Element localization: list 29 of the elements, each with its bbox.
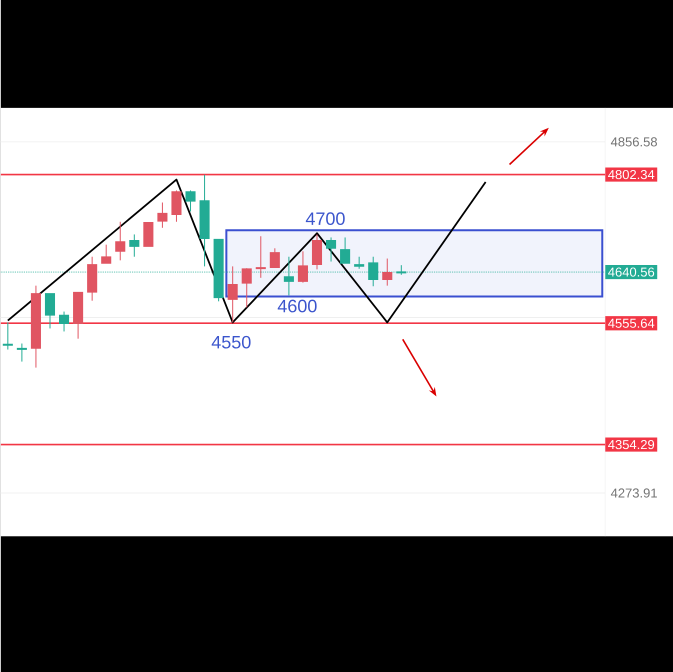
candlestick xyxy=(171,190,182,222)
candlestick xyxy=(340,236,350,264)
candlestick xyxy=(326,236,336,262)
candlestick xyxy=(101,244,112,264)
candlestick xyxy=(2,322,13,350)
annotation: 4700 xyxy=(306,212,345,225)
annotation: 4600 xyxy=(278,300,317,312)
candlestick xyxy=(115,221,126,261)
candlestick xyxy=(354,256,364,270)
candlestick xyxy=(256,236,266,278)
candlestick xyxy=(242,268,252,308)
candlestick xyxy=(228,266,238,323)
line-series xyxy=(6,178,487,324)
ref-line-label: 4640.56 xyxy=(608,267,654,277)
ref-line-label: 4802.34 xyxy=(608,170,654,180)
candlestick xyxy=(16,342,27,362)
annotation: 4550 xyxy=(212,336,251,348)
ref-line-label: 4555.64 xyxy=(608,318,654,328)
candlestick xyxy=(59,310,70,332)
candlestick xyxy=(382,258,392,286)
y-tick-label: 4856.58 xyxy=(610,137,657,146)
y-tick-label: 4273.91 xyxy=(610,488,657,498)
candlestick xyxy=(129,234,140,258)
candlestick xyxy=(44,292,56,329)
ref-line-label: 4354.29 xyxy=(608,440,654,450)
candlestick xyxy=(298,250,308,284)
candlestick xyxy=(270,248,280,268)
candlestick xyxy=(185,190,196,212)
candlestick xyxy=(157,202,168,228)
